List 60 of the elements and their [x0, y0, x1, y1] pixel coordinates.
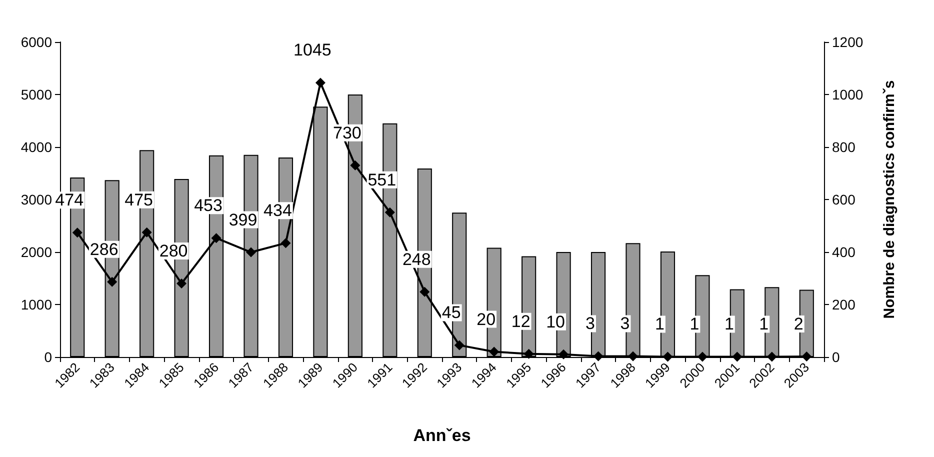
point	[315, 78, 326, 88]
data-label: 3	[586, 314, 596, 334]
data-label: 1	[724, 314, 734, 334]
y-tick-label: 3000	[20, 192, 52, 208]
data-label: 286	[90, 240, 118, 259]
y-tick-label: 5000	[20, 86, 52, 102]
point	[732, 352, 742, 362]
point	[107, 276, 118, 287]
y-tick-label: 1000	[20, 296, 52, 312]
y2-tick-label: 0	[832, 349, 840, 365]
data-label: 551	[368, 170, 396, 190]
data-label: 453	[194, 196, 222, 216]
y2-tick-label: 600	[832, 192, 856, 208]
point	[489, 346, 500, 357]
data-label: 1	[690, 314, 700, 334]
data-label: 434	[264, 201, 292, 220]
y2-axis-title: Nombre de diagnostics confirmˇs	[881, 80, 898, 319]
data-label: 1	[654, 314, 664, 334]
data-label: 1045	[294, 40, 332, 60]
data-label: 10	[546, 312, 566, 332]
point	[211, 233, 222, 244]
point	[802, 351, 812, 362]
y2-tick-label: 200	[832, 296, 856, 312]
point	[697, 352, 708, 362]
data-label: 12	[511, 312, 530, 331]
point	[384, 207, 395, 218]
x-axis-title: Annˇes	[413, 426, 471, 445]
data-label: 20	[476, 310, 496, 329]
data-label: 399	[228, 210, 258, 230]
point	[766, 352, 777, 362]
point	[420, 286, 430, 297]
point	[350, 160, 360, 170]
data-label: 248	[402, 250, 431, 269]
point	[628, 351, 638, 362]
y2-tick-label: 800	[832, 139, 856, 155]
point	[72, 228, 82, 238]
point	[246, 247, 256, 258]
y-tick-label: 2000	[20, 244, 52, 260]
point	[593, 351, 604, 362]
y-tick-label: 4000	[20, 139, 52, 155]
y-tick-label: 6000	[20, 34, 52, 50]
data-label: 3	[620, 314, 630, 334]
data-label: 730	[332, 123, 362, 142]
y2-tick-label: 400	[832, 244, 856, 260]
data-label: 2	[794, 314, 804, 334]
point	[524, 348, 534, 359]
point	[176, 278, 187, 288]
point	[558, 349, 569, 360]
point	[280, 238, 291, 248]
y2-tick-label: 1200	[832, 34, 864, 50]
data-label: 45	[442, 303, 461, 322]
data-label: 474	[55, 190, 84, 210]
point	[454, 340, 464, 350]
data-label: 1	[759, 314, 769, 334]
point	[662, 352, 673, 362]
data-label: 280	[159, 242, 188, 260]
y2-tick-label: 1000	[832, 86, 864, 102]
data-label: 475	[124, 190, 154, 210]
point	[142, 227, 152, 238]
y-tick-label: 0	[44, 349, 52, 365]
